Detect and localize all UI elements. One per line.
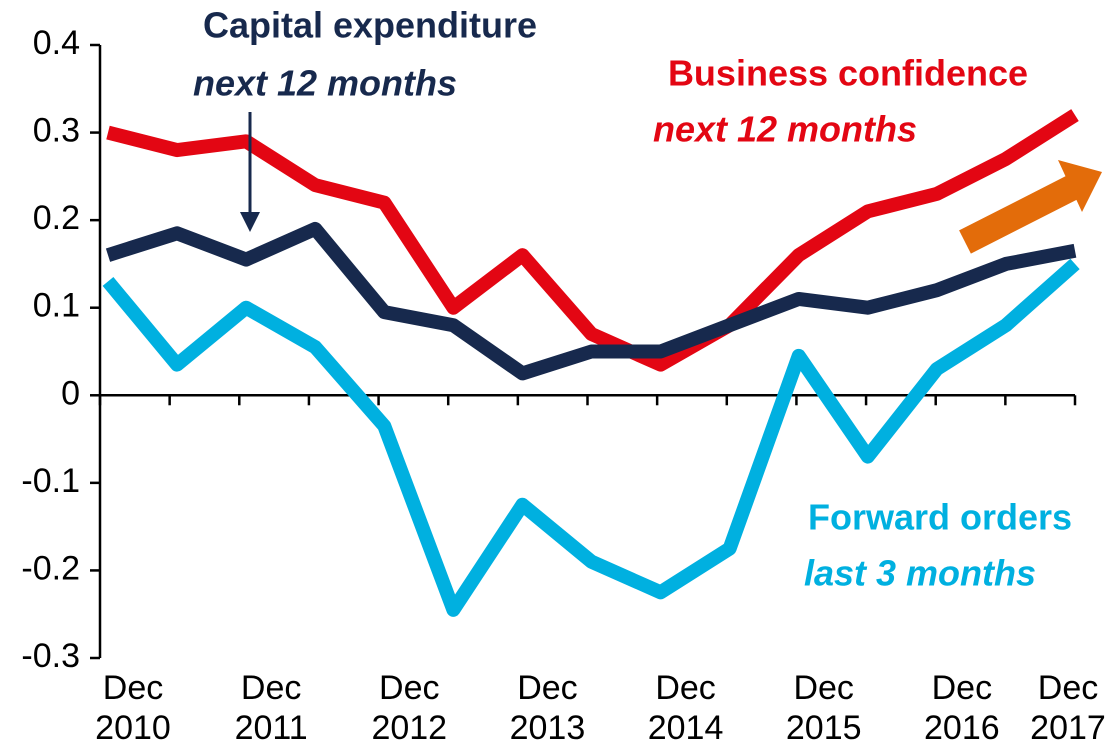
series-line — [105, 221, 1077, 381]
x-tick-label: Dec 2012 — [371, 669, 448, 747]
trend-arrow — [959, 174, 1081, 254]
x-tick-label: Dec 2017 — [1030, 669, 1106, 747]
series-label: Capital expenditure — [203, 5, 537, 46]
x-tick-label: Dec 2011 — [234, 669, 308, 747]
x-tick-label: Dec 2010 — [95, 669, 171, 747]
series-label: Business confidence — [668, 53, 1028, 94]
x-tick-label: Dec 2014 — [647, 669, 724, 747]
y-tick-label: 0 — [61, 374, 80, 412]
y-tick-label: -0.2 — [21, 549, 80, 587]
series-label: Forward orders — [808, 497, 1072, 538]
y-tick-label: -0.1 — [21, 462, 80, 500]
x-tick-label: Dec 2016 — [924, 669, 1000, 747]
x-tick-label: Dec 2015 — [785, 669, 862, 747]
series-layer — [98, 109, 1080, 617]
trend-arrowhead — [1058, 160, 1102, 212]
series-label-period: next 12 months — [193, 63, 457, 104]
y-tick-label: -0.3 — [21, 637, 80, 675]
series-label-period: last 3 months — [804, 553, 1036, 594]
series-line — [102, 258, 1080, 617]
annotation-arrowhead — [240, 212, 260, 232]
x-tick-label: Dec 2013 — [509, 669, 586, 747]
y-tick-label: 0.1 — [33, 287, 80, 325]
series-label-period: next 12 months — [653, 109, 917, 150]
y-tick-label: 0.2 — [33, 199, 80, 237]
y-tick-label: 0.4 — [33, 24, 80, 62]
series-line — [106, 109, 1079, 372]
y-tick-label: 0.3 — [33, 112, 80, 150]
